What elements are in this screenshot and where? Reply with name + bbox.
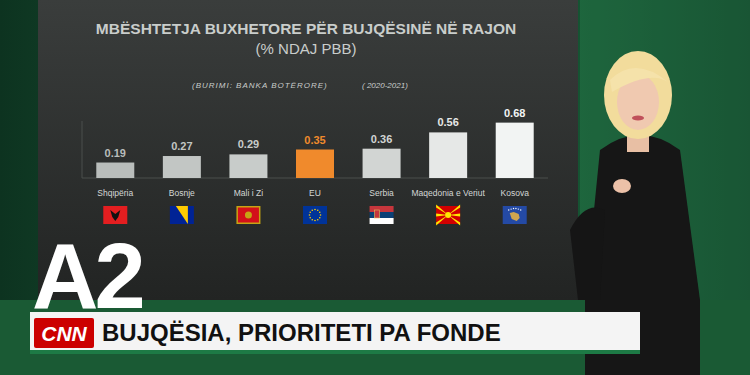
flag-star bbox=[518, 208, 519, 209]
flag-star bbox=[314, 220, 316, 222]
flag-star bbox=[311, 209, 313, 211]
flag-star bbox=[510, 208, 511, 209]
y-axis-line bbox=[82, 121, 83, 178]
presenter-hand bbox=[613, 179, 631, 193]
data-label: 0.36 bbox=[371, 133, 392, 145]
network-logo: CNN bbox=[41, 322, 87, 345]
flag-triangle bbox=[176, 206, 188, 224]
flag-field bbox=[238, 208, 259, 223]
data-label: 0.56 bbox=[437, 116, 458, 128]
flag-map bbox=[510, 212, 520, 221]
flag-star bbox=[314, 209, 316, 211]
flag-star bbox=[319, 217, 321, 219]
source: (BURIMI: BANKA BOTËRORE) bbox=[192, 81, 328, 90]
category-label: Serbia bbox=[369, 188, 394, 198]
flag-sun bbox=[445, 212, 451, 218]
network-logo-box bbox=[34, 318, 94, 348]
flag-stripe bbox=[370, 206, 394, 212]
flag-star bbox=[309, 214, 311, 216]
bar bbox=[96, 163, 134, 178]
flag-field bbox=[303, 206, 327, 224]
flag-star bbox=[317, 209, 319, 211]
category-label: Maqedonia e Veriut bbox=[412, 188, 486, 198]
flag-emblem bbox=[375, 210, 380, 218]
bar bbox=[229, 154, 267, 178]
flag bbox=[103, 206, 127, 224]
flag-star bbox=[520, 209, 521, 210]
channel-logo: A2 bbox=[32, 225, 142, 327]
presenter-hair bbox=[604, 51, 672, 139]
flag-star bbox=[311, 219, 313, 221]
category-label: Mali i Zi bbox=[234, 188, 263, 198]
flag-star bbox=[515, 208, 516, 209]
flag-border bbox=[236, 206, 260, 224]
flag-star bbox=[320, 214, 322, 216]
lower-third-accent bbox=[30, 350, 640, 354]
category-label: EU bbox=[309, 188, 321, 198]
flag-eagle bbox=[110, 210, 120, 221]
headline: BUJQËSIA, PRIORITETI PA FONDE bbox=[102, 319, 501, 346]
plot-area bbox=[96, 123, 533, 178]
flag bbox=[170, 206, 194, 224]
flag-star bbox=[309, 217, 311, 219]
flag-field bbox=[170, 206, 194, 224]
category-label: Shqipëria bbox=[97, 188, 133, 198]
period: ( 2020-2021) bbox=[362, 81, 408, 90]
flag-field bbox=[103, 206, 127, 224]
data-label: 0.68 bbox=[504, 107, 525, 119]
flag bbox=[503, 206, 527, 224]
flag-star bbox=[508, 209, 509, 210]
flag bbox=[436, 205, 460, 226]
presenter-lips bbox=[632, 116, 644, 121]
flag-star bbox=[317, 219, 319, 221]
flag-star bbox=[319, 211, 321, 213]
category-label: Bosnje bbox=[169, 188, 195, 198]
bar bbox=[429, 132, 467, 178]
flag bbox=[303, 206, 327, 224]
category-label: Kosova bbox=[501, 188, 530, 198]
data-label: 0.19 bbox=[105, 147, 126, 159]
bar bbox=[163, 156, 201, 178]
flag-field bbox=[503, 206, 527, 224]
title: MBËSHTETJA BUXHETORE PËR BUJQËSINË NË RA… bbox=[96, 20, 516, 37]
flag bbox=[236, 206, 260, 224]
flag-stripe bbox=[370, 212, 394, 218]
presenter-fringe bbox=[610, 68, 668, 92]
data-label: 0.27 bbox=[171, 140, 192, 152]
flag bbox=[370, 206, 394, 224]
bar bbox=[496, 123, 534, 178]
flag-star bbox=[513, 208, 514, 209]
data-label: 0.29 bbox=[238, 138, 259, 150]
lower-third bbox=[30, 312, 640, 350]
flag-emblem bbox=[245, 212, 252, 219]
bar bbox=[296, 150, 334, 179]
flag-stripe bbox=[370, 218, 394, 224]
bar bbox=[363, 149, 401, 178]
background bbox=[0, 0, 750, 375]
presenter-arm bbox=[570, 208, 605, 301]
flag-star bbox=[309, 211, 311, 213]
data-label: 0.35 bbox=[304, 134, 325, 146]
subtitle: (% NDAJ PBB) bbox=[256, 40, 357, 57]
